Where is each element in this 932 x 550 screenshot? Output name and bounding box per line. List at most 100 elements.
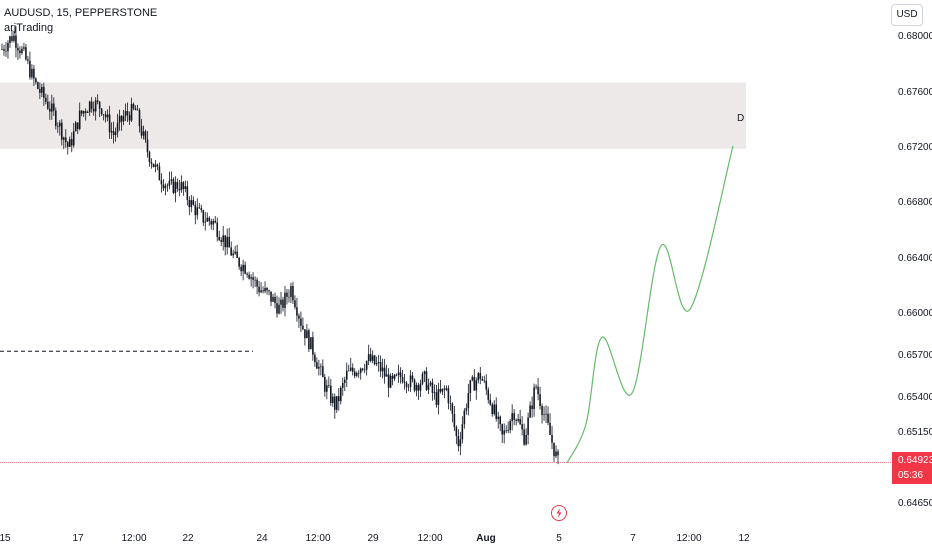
candle-body [489,399,492,405]
candle-body [471,376,474,381]
candle-body [481,378,484,381]
candle-body [238,257,240,267]
candle-body [547,413,549,423]
candle-body [100,108,103,115]
candle-body [421,373,424,384]
candle-body [337,396,340,402]
candle-body [397,372,400,376]
candle-body [345,370,348,380]
zone-label: D [737,113,745,124]
candle-body [429,382,432,385]
candle-body [290,286,292,297]
candle-body [425,371,428,390]
candle-body [268,290,270,292]
y-tick-label: 0.64650 [898,498,932,509]
candle-body [533,387,535,410]
candle-body [395,374,398,376]
candle-body [501,424,504,435]
candle-body [260,290,262,293]
candle-body [160,180,163,185]
candle-body [513,413,515,420]
candle-body [343,379,346,384]
y-axis: 0.68000 0.67600 0.67200 0.66800 0.66400 0.660… [898,31,932,509]
candle-body [262,290,264,292]
candle-body [475,380,478,391]
candle-body [272,296,274,302]
candle-body [118,115,121,123]
candle-body [80,110,83,114]
event-marker[interactable] [551,505,567,521]
candle-body [555,451,557,457]
candle-body [198,207,201,209]
candle-body [94,100,97,112]
candle-body [232,253,234,256]
candle-body [413,379,416,391]
candle-body [62,137,65,140]
candle-body [242,264,244,272]
candle-body [479,373,482,379]
current-price-tag: 0.64923 05:36 [892,452,932,484]
candle-body [228,236,230,248]
candle-body [485,380,488,390]
currency-button[interactable]: USD [891,4,923,26]
candle-body [84,111,87,113]
candle-body [288,296,290,298]
candle-body [154,164,157,167]
candle-body [296,307,298,316]
candle-body [521,424,523,430]
candle-body [110,131,113,133]
candle-body [1,49,3,50]
candle-body [174,181,177,193]
candle-body [551,434,553,443]
candle-body [557,451,559,456]
candle-body [3,49,5,51]
candle-body [326,385,328,392]
candle-body [68,139,71,147]
candle-body [449,403,452,404]
candle-body [254,279,256,281]
candle-body [70,139,73,146]
candle-body [21,48,23,54]
candle-body [17,47,19,51]
candle-body [180,182,183,191]
candle-body [214,220,217,223]
candle-body [144,131,147,140]
y-tick-label: 0.66400 [898,253,932,264]
candle-body [224,235,226,248]
candle-body [150,162,153,164]
x-tick-label: 12 [738,533,750,544]
candle-body [292,286,294,301]
candle-body [294,300,296,308]
candle-body [515,419,517,421]
candle-body [318,366,320,369]
candle-body [427,384,430,390]
candle-body [200,208,203,211]
candle-body [128,115,131,121]
candle-body [445,388,448,390]
candle-body [53,103,55,111]
candle-body [320,366,322,367]
candle-body [47,101,49,109]
candle-body [409,375,412,387]
candle-body [493,404,496,414]
candle-body [415,384,418,391]
candle-body [256,279,258,287]
candle-body [503,430,505,435]
candle-body [543,414,545,416]
candle-body [164,185,167,189]
candle-body [443,388,446,390]
candle-body [300,318,302,326]
candle-body [5,50,7,52]
candle-body [433,392,436,393]
candle-body [314,354,316,363]
candle-body [461,424,464,440]
candle-body [49,108,51,112]
candle-body [459,439,462,447]
candle-series [1,26,559,465]
candle-body [258,286,260,293]
candle-body [385,374,388,377]
candle-body [465,408,468,411]
candle-body [381,367,384,372]
candle-body [357,372,360,374]
